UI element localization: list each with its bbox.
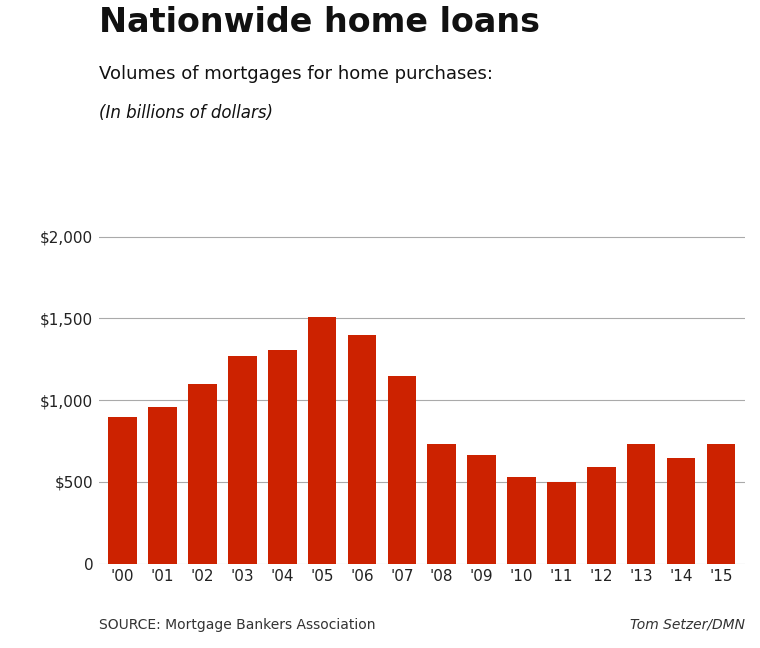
Bar [707,445,735,564]
Bar [587,467,616,564]
Bar [109,417,137,564]
Text: SOURCE: Mortgage Bankers Association: SOURCE: Mortgage Bankers Association [99,618,375,632]
Text: Volumes of mortgages for home purchases:: Volumes of mortgages for home purchases: [99,65,492,83]
Bar [228,356,257,564]
Bar [148,407,177,564]
Bar [308,317,337,564]
Bar [467,455,496,564]
Bar [627,443,655,564]
Bar [388,376,416,564]
Bar [188,384,217,564]
Text: (In billions of dollars): (In billions of dollars) [99,104,273,122]
Bar [547,482,576,564]
Text: Tom Setzer/DMN: Tom Setzer/DMN [630,618,745,632]
Bar [507,477,536,564]
Bar [268,349,296,564]
Bar [347,335,376,564]
Bar [667,458,695,564]
Bar [427,445,456,564]
Text: Nationwide home loans: Nationwide home loans [99,6,540,40]
